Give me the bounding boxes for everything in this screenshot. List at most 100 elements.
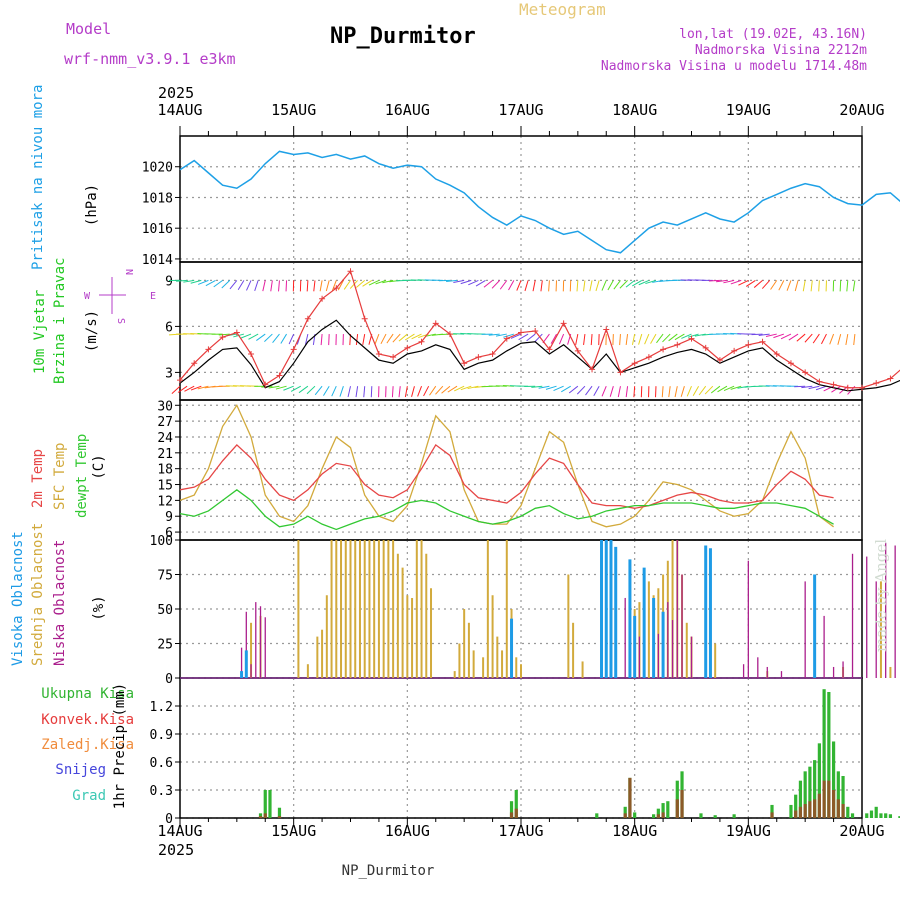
wind-barb: [441, 385, 451, 394]
dir-e: E: [150, 291, 156, 302]
wind-speed-marker: [319, 295, 326, 302]
wind-barb: [331, 385, 337, 397]
wind-barb: [398, 386, 401, 398]
label-cloud-mid: Srednja Oblacnost: [30, 523, 46, 666]
top-day-17AUG: 17AUG: [498, 101, 543, 119]
wind-barb: [298, 385, 309, 394]
wind-barb: [717, 385, 728, 393]
precip-bar-0: [732, 814, 736, 818]
model-label: Model: [66, 20, 111, 38]
wind-barb: [177, 385, 188, 393]
wind-barb: [262, 280, 266, 292]
wind-barb: [362, 279, 373, 287]
precip-bar-1: [822, 780, 826, 818]
bottom-day-20AUG: 20AUG: [839, 822, 884, 840]
ytick-label: 12: [157, 494, 173, 509]
precip-bar-0: [794, 794, 798, 818]
label-wind-unit: (m/s): [84, 310, 100, 352]
precip-bar-0: [652, 814, 656, 818]
wind-barb: [313, 280, 316, 292]
wind-barb: [534, 333, 543, 343]
wind-barb: [829, 333, 835, 345]
wind-barb: [483, 280, 493, 288]
precip-bar-0: [770, 804, 774, 818]
wind-barb: [723, 279, 735, 284]
wind-barb: [319, 280, 323, 292]
wind-speed-marker: [262, 381, 269, 388]
wind-barb: [491, 280, 501, 289]
label-temp-sfc: SFC Temp: [52, 443, 68, 510]
temp-2m-line: [179, 443, 834, 509]
wind-barb: [275, 385, 287, 390]
precip-bar-0: [633, 812, 637, 818]
wind-barb: [375, 279, 387, 285]
wind-barb: [585, 385, 593, 396]
precip-bar-0: [841, 776, 845, 818]
wind-barb: [435, 385, 444, 395]
wind-speed-marker: [489, 351, 496, 357]
top-day-labels: 14AUG 15AUG 16AUG 17AUG 18AUG 19AUG 20AUG: [157, 101, 884, 119]
label-pressure: Pritisak na nivou mora: [30, 85, 46, 270]
dir-w: W: [84, 291, 91, 302]
wind-speed-marker: [532, 328, 539, 334]
precip-bar-0: [808, 766, 812, 818]
precip-bar-0: [258, 813, 263, 818]
legend-grad: Grad: [72, 788, 106, 804]
panels: 1014101610181020369691215182124273002550…: [142, 126, 900, 827]
wind-barb: [730, 385, 742, 390]
wind-speed-marker: [873, 380, 880, 387]
wind-barb: [674, 386, 678, 398]
wind-barb: [751, 333, 763, 336]
wind-barb: [229, 280, 238, 290]
precip-bar-0: [666, 801, 670, 818]
wind-barb: [810, 280, 813, 292]
precip-bar-1: [661, 812, 665, 818]
wind-speed-line: [179, 269, 900, 389]
wind-barb: [363, 386, 366, 398]
wind-speed-marker: [688, 335, 695, 342]
wind-barb: [853, 334, 856, 346]
wind-barb: [625, 334, 629, 346]
wind-speed-marker: [731, 347, 738, 354]
wind-speed-marker: [716, 357, 723, 364]
wind-barb: [745, 279, 756, 287]
ytick-label: 0.3: [150, 784, 173, 799]
wind-barb: [516, 280, 522, 291]
precip-bar-0: [595, 813, 599, 818]
precip-bar-0: [831, 741, 836, 818]
wind-barb: [786, 280, 792, 291]
wind-barb: [831, 385, 841, 393]
precip-bar-0: [656, 808, 660, 818]
wind-speed-marker: [759, 338, 766, 345]
wind-barb: [644, 333, 650, 345]
panel-frame-precip: [179, 677, 863, 819]
precip-bar-0: [846, 806, 850, 818]
wind-barb: [710, 385, 721, 394]
wind-barb: [650, 333, 657, 344]
precip-bar-0: [789, 804, 793, 818]
precip-bar-1: [277, 816, 282, 818]
precip-bar-0: [277, 807, 282, 818]
wind-barb: [320, 334, 323, 346]
wind-barb: [392, 333, 401, 343]
dir-n: N: [123, 269, 134, 275]
legend-frz: Zaledj.Kisa: [41, 737, 134, 753]
ytick-label: 1020: [142, 161, 173, 176]
precip-bar-0: [874, 806, 878, 818]
wind-barb: [804, 333, 813, 343]
precip-bar-1: [841, 804, 845, 818]
wind-barb: [631, 333, 636, 345]
wind-barb: [845, 333, 849, 345]
wind-barb: [770, 280, 778, 290]
wind-barb: [290, 385, 302, 392]
wind-barb: [619, 334, 621, 346]
wind-barb: [198, 279, 209, 285]
wind-speed-marker: [390, 354, 397, 361]
label-temp-unit: (C): [91, 454, 107, 479]
wind-barb: [593, 385, 600, 397]
precip-bar-1: [831, 790, 836, 818]
ytick-label: 1.2: [150, 700, 173, 715]
wind-barb: [531, 385, 543, 388]
ytick-label: 3: [165, 366, 173, 381]
wind-barb: [601, 280, 607, 291]
